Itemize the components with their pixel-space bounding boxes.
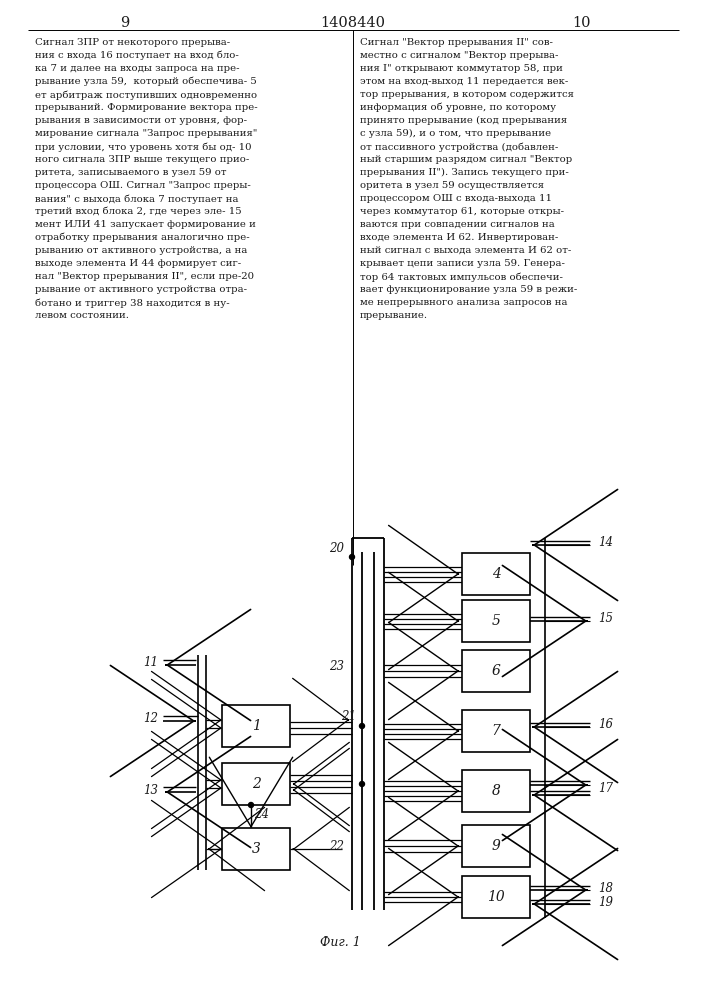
Text: 11: 11 — [143, 656, 158, 670]
Text: прерываний. Формирование вектора пре-: прерываний. Формирование вектора пре- — [35, 103, 257, 112]
Circle shape — [248, 802, 254, 808]
Text: 21: 21 — [341, 710, 356, 722]
Text: от пассивного устройства (добавлен-: от пассивного устройства (добавлен- — [360, 142, 559, 151]
Text: ния с входа 16 поступает на вход бло-: ния с входа 16 поступает на вход бло- — [35, 51, 239, 60]
Text: 18: 18 — [598, 882, 613, 894]
Text: мент ИЛИ 41 запускает формирование и: мент ИЛИ 41 запускает формирование и — [35, 220, 256, 229]
Text: крывает цепи записи узла 59. Генера-: крывает цепи записи узла 59. Генера- — [360, 259, 565, 268]
Text: рывание узла 59,  который обеспечива- 5: рывание узла 59, который обеспечива- 5 — [35, 77, 257, 87]
Text: 22: 22 — [329, 840, 344, 852]
Bar — [462, 825, 530, 867]
Text: нал "Вектор прерывания II", если пре-20: нал "Вектор прерывания II", если пре-20 — [35, 272, 254, 281]
Text: Сигнал ЗПР от некоторого прерыва-: Сигнал ЗПР от некоторого прерыва- — [35, 38, 230, 47]
Text: входе элемента И 62. Инвертирован-: входе элемента И 62. Инвертирован- — [360, 233, 559, 242]
Text: принято прерывание (код прерывания: принято прерывание (код прерывания — [360, 116, 567, 125]
Text: 5: 5 — [491, 614, 501, 628]
Text: 15: 15 — [598, 612, 613, 626]
Bar — [462, 876, 530, 918]
Text: 7: 7 — [491, 724, 501, 738]
Text: этом на вход-выход 11 передается век-: этом на вход-выход 11 передается век- — [360, 77, 568, 86]
Text: прерывания II"). Запись текущего при-: прерывания II"). Запись текущего при- — [360, 168, 568, 177]
Text: информация об уровне, по которому: информация об уровне, по которому — [360, 103, 556, 112]
Bar — [222, 705, 290, 747]
Text: ме непрерывного анализа запросов на: ме непрерывного анализа запросов на — [360, 298, 568, 307]
Text: оритета в узел 59 осуществляется: оритета в узел 59 осуществляется — [360, 181, 544, 190]
Text: 4: 4 — [491, 567, 501, 581]
Text: 1408440: 1408440 — [320, 16, 385, 30]
Text: рывания в зависимости от уровня, фор-: рывания в зависимости от уровня, фор- — [35, 116, 247, 125]
Circle shape — [359, 782, 365, 786]
Text: третий вход блока 2, где через эле- 15: третий вход блока 2, где через эле- 15 — [35, 207, 242, 217]
Bar — [462, 553, 530, 595]
Text: ный старшим разрядом сигнал "Вектор: ный старшим разрядом сигнал "Вектор — [360, 155, 572, 164]
Text: мирование сигнала "Запрос прерывания": мирование сигнала "Запрос прерывания" — [35, 129, 257, 138]
Text: левом состоянии.: левом состоянии. — [35, 311, 129, 320]
Circle shape — [349, 554, 354, 560]
Text: 16: 16 — [598, 718, 613, 732]
Text: 19: 19 — [598, 896, 613, 908]
Text: ет арбитраж поступивших одновременно: ет арбитраж поступивших одновременно — [35, 90, 257, 100]
Text: ритета, записываемого в узел 59 от: ритета, записываемого в узел 59 от — [35, 168, 226, 177]
Bar — [462, 600, 530, 642]
Text: 23: 23 — [329, 660, 344, 672]
Text: 20: 20 — [329, 542, 344, 554]
Text: ный сигнал с выхода элемента И 62 от-: ный сигнал с выхода элемента И 62 от- — [360, 246, 571, 255]
Text: ка 7 и далее на входы запроса на пре-: ка 7 и далее на входы запроса на пре- — [35, 64, 240, 73]
Text: выходе элемента И 44 формирует сиг-: выходе элемента И 44 формирует сиг- — [35, 259, 241, 268]
Text: 14: 14 — [598, 536, 613, 550]
Text: ного сигнала ЗПР выше текущего прио-: ного сигнала ЗПР выше текущего прио- — [35, 155, 250, 164]
Text: вания" с выхода блока 7 поступает на: вания" с выхода блока 7 поступает на — [35, 194, 238, 204]
Text: 6: 6 — [491, 664, 501, 678]
Text: при условии, что уровень хотя бы од- 10: при условии, что уровень хотя бы од- 10 — [35, 142, 252, 151]
Text: вает функционирование узла 59 в режи-: вает функционирование узла 59 в режи- — [360, 285, 577, 294]
Circle shape — [359, 724, 365, 728]
Text: Сигнал "Вектор прерывания II" сов-: Сигнал "Вектор прерывания II" сов- — [360, 38, 553, 47]
Text: 9: 9 — [120, 16, 129, 30]
Text: процессора ОШ. Сигнал "Запрос преры-: процессора ОШ. Сигнал "Запрос преры- — [35, 181, 251, 190]
Text: 3: 3 — [252, 842, 260, 856]
Bar — [222, 828, 290, 870]
Text: 13: 13 — [143, 784, 158, 796]
Text: 24: 24 — [254, 808, 269, 822]
Text: тор прерывания, в котором содержится: тор прерывания, в котором содержится — [360, 90, 574, 99]
Text: 10: 10 — [573, 16, 591, 30]
Text: 9: 9 — [491, 839, 501, 853]
Text: с узла 59), и о том, что прерывание: с узла 59), и о том, что прерывание — [360, 129, 551, 138]
Text: 1: 1 — [252, 719, 260, 733]
Text: ботано и триггер 38 находится в ну-: ботано и триггер 38 находится в ну- — [35, 298, 230, 308]
Text: 17: 17 — [598, 782, 613, 794]
Bar — [222, 763, 290, 805]
Text: рыванию от активного устройства, а на: рыванию от активного устройства, а на — [35, 246, 247, 255]
Text: ваются при совпадении сигналов на: ваются при совпадении сигналов на — [360, 220, 555, 229]
Bar — [462, 710, 530, 752]
Text: 2: 2 — [252, 777, 260, 791]
Text: процессором ОШ с входа-выхода 11: процессором ОШ с входа-выхода 11 — [360, 194, 552, 203]
Text: местно с сигналом "Вектор прерыва-: местно с сигналом "Вектор прерыва- — [360, 51, 559, 60]
Text: тор 64 тактовых импульсов обеспечи-: тор 64 тактовых импульсов обеспечи- — [360, 272, 563, 282]
Text: через коммутатор 61, которые откры-: через коммутатор 61, которые откры- — [360, 207, 564, 216]
Text: 12: 12 — [143, 712, 158, 726]
Text: прерывание.: прерывание. — [360, 311, 428, 320]
Text: 10: 10 — [487, 890, 505, 904]
Bar — [462, 770, 530, 812]
Text: ния I" открывают коммутатор 58, при: ния I" открывают коммутатор 58, при — [360, 64, 563, 73]
Text: Фиг. 1: Фиг. 1 — [320, 936, 361, 948]
Text: рывание от активного устройства отра-: рывание от активного устройства отра- — [35, 285, 247, 294]
Bar — [462, 650, 530, 692]
Text: 8: 8 — [491, 784, 501, 798]
Text: отработку прерывания аналогично пре-: отработку прерывания аналогично пре- — [35, 233, 250, 242]
